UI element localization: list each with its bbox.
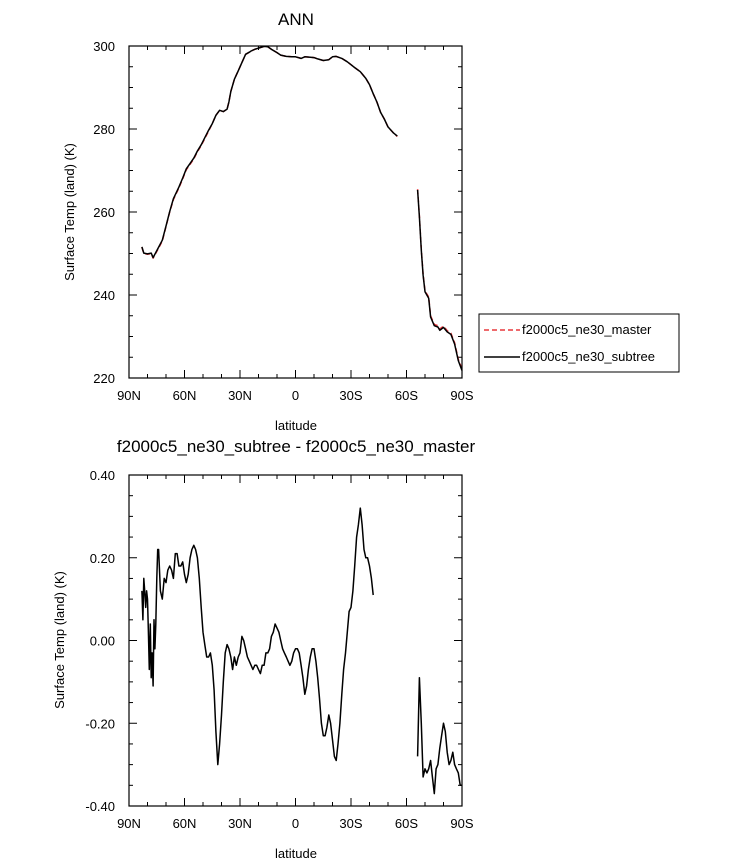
legend-label-master: f2000c5_ne30_master [522, 322, 652, 337]
top-ytick-label: 260 [93, 205, 115, 220]
bottom-series-line-0 [416, 676, 462, 795]
chart-legend: f2000c5_ne30_master f2000c5_ne30_subtree [478, 313, 680, 373]
bottom-xtick-label: 60N [173, 816, 197, 831]
bottom-ytick-label: -0.40 [85, 799, 115, 814]
bottom-ytick-label: 0.40 [90, 468, 115, 483]
bottom-xtick-label: 30S [339, 816, 362, 831]
top-xtick-label: 30S [339, 388, 362, 403]
bottom-chart-panel: f2000c5_ne30_subtree - f2000c5_ne30_mast… [52, 437, 475, 861]
legend-label-subtree: f2000c5_ne30_subtree [522, 349, 655, 364]
legend-box [478, 313, 680, 373]
bottom-chart-xlabel: latitude [275, 846, 317, 861]
bottom-series-line-0 [141, 507, 374, 766]
top-xtick-label: 30N [228, 388, 252, 403]
bottom-xtick-label: 60S [395, 816, 418, 831]
top-xtick-label: 0 [292, 388, 299, 403]
legend-item-master: f2000c5_ne30_master [484, 322, 652, 337]
top-chart-ticks: 90N 60N 30N 0 30S 60S 90S 220 240 260 280 300 [93, 39, 474, 403]
top-chart-ylabel: Surface Temp (land) (K) [62, 143, 77, 281]
top-xtick-label: 90S [450, 388, 473, 403]
top-chart-plot-area [141, 45, 463, 371]
bottom-ytick-label: -0.20 [85, 716, 115, 731]
bottom-xtick-label: 90N [117, 816, 141, 831]
bottom-ytick-label: 0.00 [90, 634, 115, 649]
top-ytick-label: 280 [93, 122, 115, 137]
top-ytick-label: 300 [93, 39, 115, 54]
top-ytick-label: 220 [93, 371, 115, 386]
bottom-xtick-label: 30N [228, 816, 252, 831]
top-series-line-0 [141, 45, 398, 259]
top-chart-title: ANN [278, 10, 314, 29]
top-xtick-label: 90N [117, 388, 141, 403]
bottom-chart-ticks: 90N 60N 30N 0 30S 60S 90S -0.40 -0.20 0.00 0.20 0.4… [85, 468, 474, 831]
top-chart-panel: ANN Surface Temp (land) (K) latitude 90N… [62, 10, 680, 433]
bottom-chart-frame [128, 474, 463, 807]
top-chart-frame [128, 45, 463, 379]
bottom-ytick-label: 0.20 [90, 551, 115, 566]
top-xtick-label: 60N [173, 388, 197, 403]
bottom-xtick-label: 0 [292, 816, 299, 831]
top-xtick-label: 60S [395, 388, 418, 403]
bottom-chart-title: f2000c5_ne30_subtree - f2000c5_ne30_mast… [117, 437, 476, 456]
top-chart-xlabel: latitude [275, 418, 317, 433]
top-series-line-1 [141, 45, 398, 259]
top-series-line-1 [416, 189, 463, 371]
bottom-chart-plot-area [141, 507, 462, 795]
legend-item-subtree: f2000c5_ne30_subtree [484, 349, 655, 364]
bottom-xtick-label: 90S [450, 816, 473, 831]
top-ytick-label: 240 [93, 288, 115, 303]
bottom-chart-ylabel: Surface Temp (land) (K) [52, 571, 67, 709]
